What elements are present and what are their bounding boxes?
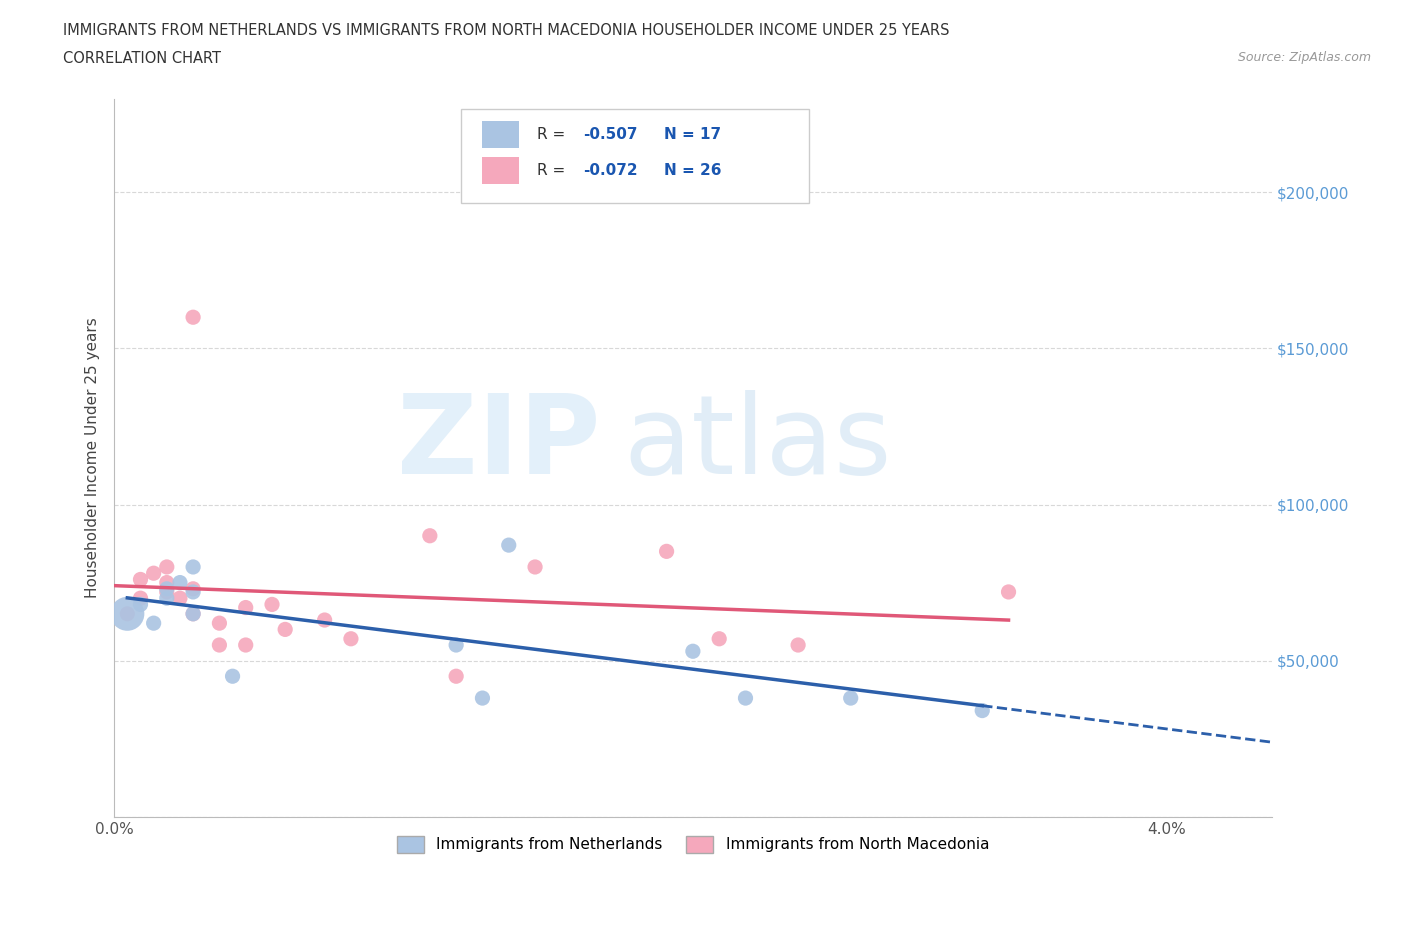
Text: R =: R = <box>537 163 569 178</box>
Point <box>655 544 678 559</box>
Point <box>419 528 441 543</box>
Point <box>260 597 283 612</box>
Point <box>129 597 152 612</box>
Point <box>709 631 731 646</box>
Point <box>221 669 243 684</box>
Point <box>156 584 179 599</box>
Point <box>235 600 257 615</box>
Bar <box>482 121 519 148</box>
Bar <box>482 157 519 184</box>
Point <box>208 638 231 653</box>
Point <box>181 584 204 599</box>
Text: CORRELATION CHART: CORRELATION CHART <box>63 51 221 66</box>
Point <box>235 638 257 653</box>
Point <box>208 616 231 631</box>
Point <box>498 538 520 552</box>
Point <box>156 560 179 575</box>
FancyBboxPatch shape <box>461 110 808 203</box>
Point <box>117 606 139 621</box>
Point <box>839 691 862 706</box>
Point <box>156 575 179 590</box>
Point <box>471 691 494 706</box>
Point <box>181 606 204 621</box>
Point <box>997 584 1019 599</box>
Point <box>169 575 191 590</box>
Text: atlas: atlas <box>623 390 891 497</box>
Legend: Immigrants from Netherlands, Immigrants from North Macedonia: Immigrants from Netherlands, Immigrants … <box>391 830 995 859</box>
Point <box>142 565 165 580</box>
Text: -0.507: -0.507 <box>583 127 637 142</box>
Text: N = 17: N = 17 <box>664 127 721 142</box>
Point <box>181 606 204 621</box>
Point <box>340 631 363 646</box>
Y-axis label: Householder Income Under 25 years: Householder Income Under 25 years <box>86 317 100 598</box>
Point <box>682 644 704 658</box>
Text: N = 26: N = 26 <box>664 163 721 178</box>
Point <box>972 703 994 718</box>
Point <box>734 691 756 706</box>
Point <box>142 616 165 631</box>
Text: Source: ZipAtlas.com: Source: ZipAtlas.com <box>1237 51 1371 64</box>
Text: R =: R = <box>537 127 569 142</box>
Text: IMMIGRANTS FROM NETHERLANDS VS IMMIGRANTS FROM NORTH MACEDONIA HOUSEHOLDER INCOM: IMMIGRANTS FROM NETHERLANDS VS IMMIGRANT… <box>63 23 950 38</box>
Point <box>444 638 467 653</box>
Point <box>274 622 297 637</box>
Point <box>156 581 179 596</box>
Text: ZIP: ZIP <box>396 390 600 497</box>
Point <box>181 581 204 596</box>
Point <box>524 560 547 575</box>
Point <box>181 560 204 575</box>
Point <box>129 591 152 605</box>
Point <box>787 638 810 653</box>
Point <box>156 591 179 605</box>
Point <box>444 669 467 684</box>
Point <box>117 606 139 621</box>
Point <box>129 572 152 587</box>
Point <box>169 591 191 605</box>
Point <box>181 310 204 325</box>
Point <box>314 613 336 628</box>
Text: -0.072: -0.072 <box>583 163 637 178</box>
